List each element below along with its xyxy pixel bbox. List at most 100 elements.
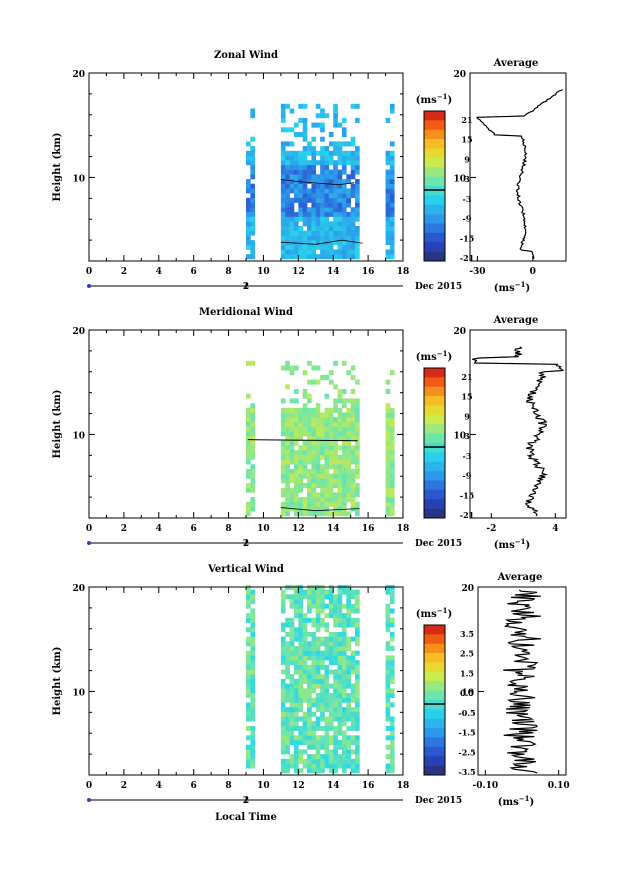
heatmap-cell [328, 230, 334, 236]
heatmap-cell [289, 716, 295, 722]
heatmap-cell [320, 511, 325, 517]
heatmap-cell [333, 221, 338, 227]
heatmap-cell [289, 688, 295, 694]
heatmap-cell [385, 603, 391, 609]
heatmap-cell [337, 183, 343, 189]
heatmap-cell [385, 468, 391, 474]
heatmap-cell [289, 617, 295, 623]
colorbar-swatch [424, 148, 445, 159]
heatmap-cell [311, 678, 317, 684]
heatmap-cell [246, 688, 251, 694]
heatmap-cell [289, 454, 295, 460]
heatmap-cell [389, 417, 395, 423]
heatmap-cell [311, 603, 317, 609]
heatmap-cell [337, 678, 343, 684]
heatmap-cell [389, 631, 395, 637]
heatmap-cell [337, 613, 343, 619]
heatmap-cell [315, 436, 321, 442]
heatmap-cell [293, 749, 299, 755]
heatmap-cell [280, 655, 286, 661]
heatmap-cell [346, 150, 351, 156]
heatmap-cell [350, 711, 356, 717]
colorbar-swatch [424, 242, 445, 252]
heatmap-cell [307, 641, 312, 647]
heatmap-cell [341, 169, 347, 175]
heatmap-cell [285, 716, 290, 722]
heatmap-cell [307, 445, 312, 451]
heatmap-cell [311, 240, 317, 246]
heatmap-cell [289, 697, 295, 703]
heatmap-cell [324, 412, 330, 418]
heatmap-cell [315, 426, 321, 432]
heatmap-cell [328, 174, 334, 180]
heatmap-cell [385, 454, 391, 460]
heatmap-cell [355, 426, 360, 432]
heatmap-cell [333, 450, 338, 456]
heatmap-cell [307, 468, 312, 474]
heatmap-cell [289, 506, 295, 512]
colorbar-swatch [424, 690, 445, 701]
heatmap-cell [307, 688, 312, 694]
heatmap-cell [320, 506, 325, 512]
heatmap-cell [333, 707, 338, 713]
heatmap-cell [328, 768, 334, 774]
heatmap-cell [333, 768, 338, 774]
heatmap-cell [320, 436, 325, 442]
heatmap-cell [328, 763, 334, 769]
heatmap-cell [355, 511, 360, 517]
heatmap-cell [298, 454, 303, 460]
heatmap-cell [250, 221, 256, 227]
heatmap-cell [355, 473, 360, 479]
heatmap-cell [293, 594, 299, 600]
heatmap-cell [346, 511, 351, 517]
heatmap-cell [333, 655, 338, 661]
heatmap-cell [341, 740, 347, 746]
heatmap-cell [350, 454, 356, 460]
heatmap-cell [355, 664, 360, 670]
heatmap-cell [337, 758, 343, 764]
colorbar-swatch [424, 653, 445, 663]
heatmap-cell [250, 183, 256, 189]
heatmap-cell [320, 193, 325, 199]
heatmap-cell [246, 749, 251, 755]
heatmap-cell [302, 216, 308, 222]
heatmap-cell [320, 431, 325, 437]
heatmap-cell [250, 440, 256, 446]
heatmap-cell [385, 216, 391, 222]
heatmap-cell [346, 735, 351, 741]
heatmap-cell [246, 617, 251, 623]
heatmap-cell [307, 436, 312, 442]
heatmap-cell [293, 197, 299, 203]
heatmap-cell [355, 678, 360, 684]
heatmap-cell [333, 207, 338, 213]
heatmap-cell [389, 254, 395, 260]
heatmap-cell [298, 445, 303, 451]
heatmap-cell [293, 754, 299, 760]
heatmap-cell [315, 655, 321, 661]
heatmap-cell [302, 193, 308, 199]
heatmap-cell [333, 108, 338, 114]
heatmap-cell [355, 487, 360, 493]
heatmap-cell [280, 468, 286, 474]
heatmap-cell [333, 169, 338, 175]
heatmap-cell [337, 589, 343, 595]
heatmap-cell [285, 506, 290, 512]
heatmap-cell [315, 235, 321, 241]
heatmap-cell [320, 768, 325, 774]
heatmap-cell [341, 240, 347, 246]
heatmap-cell [385, 226, 391, 232]
heatmap-cell [333, 249, 338, 255]
heatmap-cell [320, 688, 325, 694]
heatmap-cell [250, 240, 256, 246]
heatmap-cell [302, 249, 308, 255]
heatmap-cell [324, 664, 330, 670]
heatmap-cell [250, 683, 256, 689]
heatmap-cell [341, 589, 347, 595]
heatmap-cell [341, 230, 347, 236]
heatmap-cell [350, 725, 356, 731]
heatmap-cell [328, 697, 334, 703]
heatmap-cell [302, 103, 308, 109]
heatmap-cell [350, 749, 356, 755]
heatmap-cell [341, 216, 347, 222]
heatmap-cell [341, 603, 347, 609]
